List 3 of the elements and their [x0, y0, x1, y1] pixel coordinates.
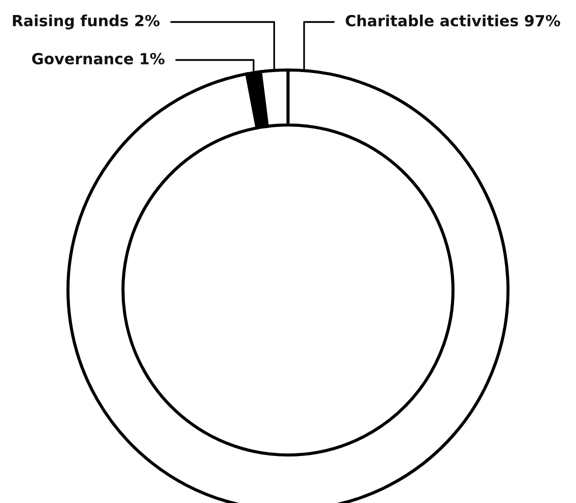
slice-label: Governance 1% [32, 52, 165, 64]
slice-label: Raising funds 2% [12, 14, 160, 30]
slice-label: Charitable activities 97% [346, 14, 560, 26]
